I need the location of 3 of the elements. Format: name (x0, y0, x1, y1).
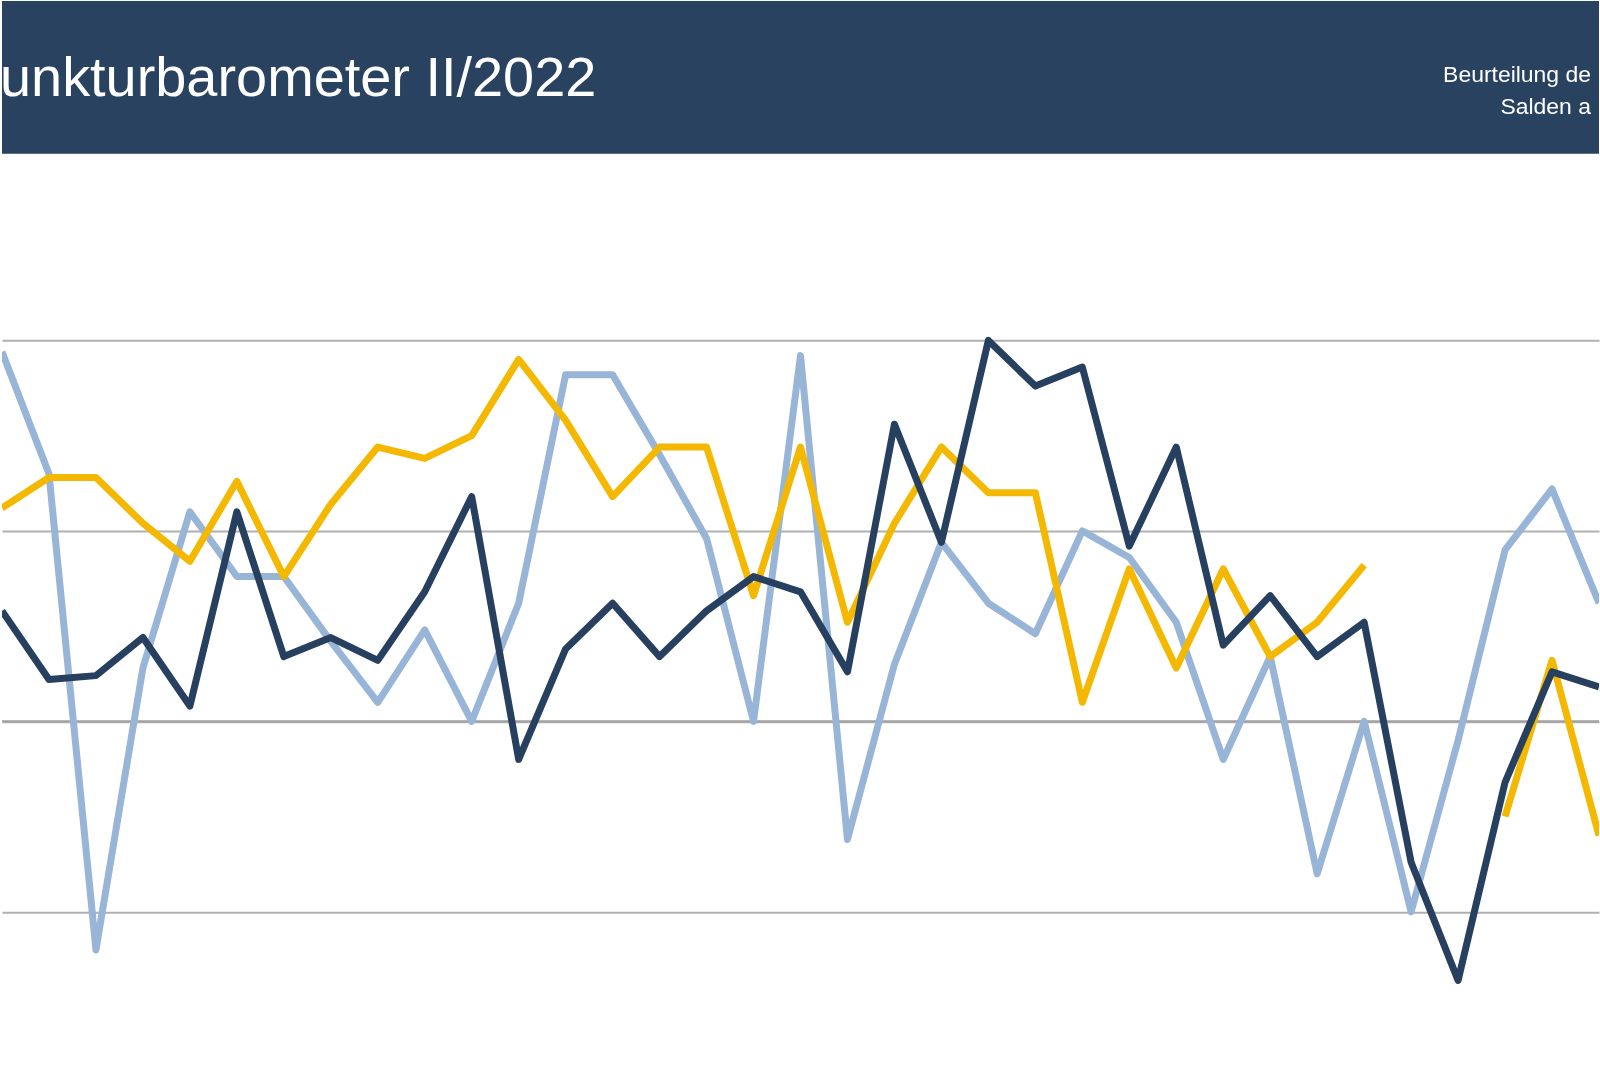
text: Salden a (1500, 92, 1592, 119)
chart-title: unkturbarometer II/2022 (0, 44, 597, 108)
text: Beurteilung de (1443, 60, 1592, 87)
